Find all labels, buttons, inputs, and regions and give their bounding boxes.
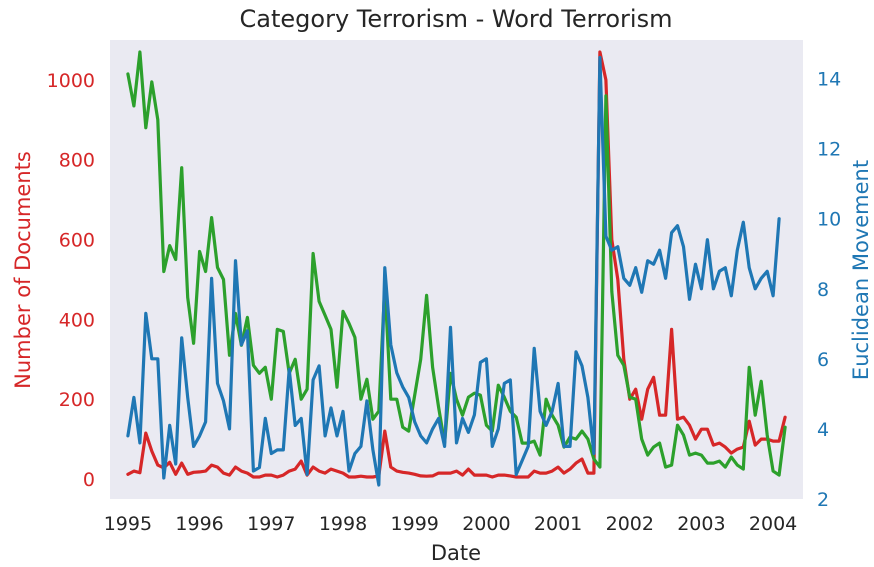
x-tick-label: 2002 (606, 513, 654, 535)
right-axis-ticks: 2 4 6 8 10 12 14 (817, 69, 841, 512)
left-tick-label: 200 (59, 389, 95, 411)
series-line-1 (126, 50, 787, 479)
right-tick-label: 4 (817, 419, 829, 441)
left-tick-label: 600 (59, 230, 95, 252)
x-axis-ticks: 1995 1996 1997 1998 1999 2000 2001 2002 2003 2004 (104, 513, 798, 535)
right-tick-label: 2 (817, 489, 829, 511)
chart-title: Category Terrorism - Word Terrorism (240, 5, 673, 33)
left-tick-label: 1000 (47, 70, 95, 92)
right-tick-label: 12 (817, 139, 841, 161)
x-tick-label: 1997 (247, 513, 295, 535)
right-tick-label: 8 (817, 279, 829, 301)
x-tick-label: 1998 (319, 513, 367, 535)
left-tick-label: 800 (59, 150, 95, 172)
x-tick-label: 2001 (534, 513, 582, 535)
series-line-2 (126, 50, 787, 477)
left-tick-label: 400 (59, 309, 95, 331)
series-group (126, 50, 787, 487)
x-tick-label: 2004 (749, 513, 797, 535)
x-tick-label: 2000 (462, 513, 510, 535)
x-tick-label: 2003 (677, 513, 725, 535)
right-tick-label: 6 (817, 349, 829, 371)
x-tick-label: 1996 (175, 513, 223, 535)
x-tick-label: 1995 (104, 513, 152, 535)
x-tick-label: 1999 (391, 513, 439, 535)
y-axis-label-right: Euclidean Movement (849, 160, 873, 380)
x-axis-label: Date (431, 541, 481, 565)
left-axis-ticks: 0 200 400 600 800 1000 (47, 70, 95, 491)
series-line-3 (126, 55, 781, 487)
right-tick-label: 14 (817, 69, 841, 91)
right-tick-label: 10 (817, 209, 841, 231)
left-tick-label: 0 (83, 469, 95, 491)
y-axis-label-left: Number of Documents (11, 151, 35, 389)
